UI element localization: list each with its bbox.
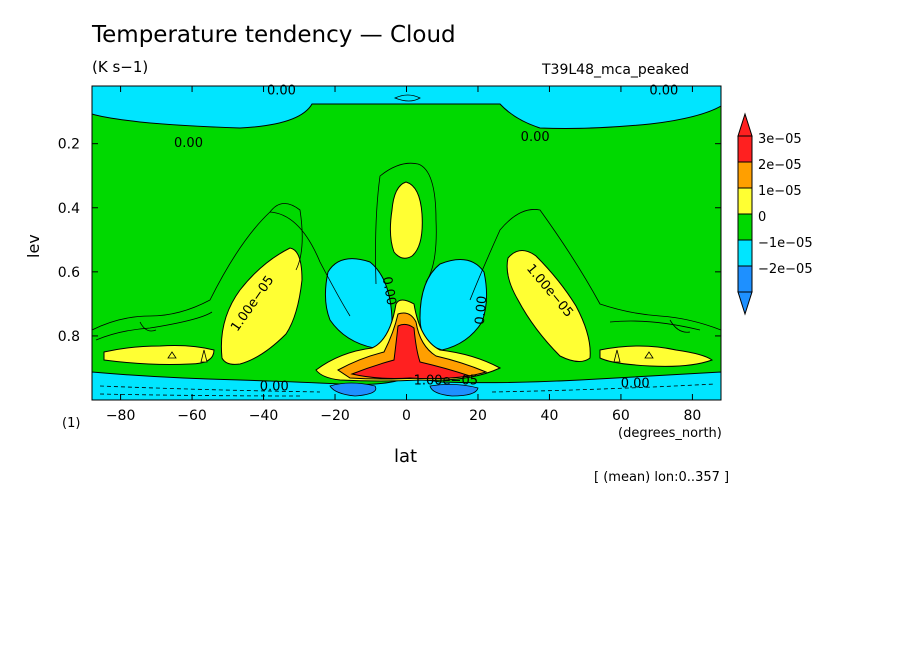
filled-contours: [92, 86, 721, 400]
contour-label: 0.00: [260, 380, 289, 395]
chart-title: Temperature tendency — Cloud: [92, 22, 456, 48]
x-axis-label: lat: [394, 446, 418, 467]
contour-label: 0.00: [267, 83, 296, 98]
field-band-strong-negative-right: [429, 384, 479, 397]
contour-label: 1.00e−05: [414, 373, 478, 388]
field-band-low-right: [599, 345, 714, 367]
y-tick-label: 0.8: [58, 329, 80, 345]
contour-label: 0.00: [649, 83, 678, 98]
colorbar-swatch: [737, 265, 753, 293]
contour-label: 0.00: [621, 376, 650, 391]
x-axis: −80 −60 −40 −20 0 20 40 60 80: [106, 86, 701, 424]
chart-units: (K s−1): [92, 58, 149, 76]
contour-label: 0.00: [473, 295, 490, 325]
colorbar-swatch: [737, 213, 753, 241]
colorbar-label: 0: [758, 210, 766, 225]
field-band-midlat-left: [220, 247, 303, 365]
x-tick-label: −20: [320, 408, 350, 424]
contour-label: 0.00: [521, 130, 550, 145]
y-tick-label: 0.6: [58, 265, 80, 281]
field-band-red: [350, 323, 471, 380]
field-band-top-negative: [92, 86, 721, 129]
averaging-note: [ (mean) lon:0..357 ]: [594, 470, 730, 485]
x-tick-label: 80: [683, 408, 701, 424]
y-axis: 0.2 0.4 0.6 0.8: [58, 137, 721, 345]
field-band-midlat-right: [506, 250, 591, 362]
y-tick-label: 0.4: [58, 201, 80, 217]
x-tick-label: 20: [469, 408, 487, 424]
colorbar-swatch: [737, 187, 753, 215]
colorbar-label: 1e−05: [758, 184, 802, 199]
colorbar-swatch: [737, 161, 753, 189]
x-axis-units: (degrees_north): [618, 426, 722, 441]
colorbar-max-arrow: [737, 112, 753, 137]
field-band-upper-center: [389, 181, 423, 259]
local-maxima-marks: [167, 349, 654, 363]
colorbar-label: −2e−05: [758, 262, 813, 277]
x-tick-label: −80: [106, 408, 136, 424]
x-tick-label: 0: [402, 408, 411, 424]
run-name: T39L48_mca_peaked: [542, 62, 690, 78]
colorbar-label: 2e−05: [758, 158, 802, 173]
x-tick-label: −40: [249, 408, 279, 424]
panel-label: (1): [62, 416, 81, 431]
x-tick-label: 60: [612, 408, 630, 424]
x-tick-label: −60: [177, 408, 207, 424]
contour-lines: [92, 94, 721, 341]
colorbar-label: 3e−05: [758, 132, 802, 147]
field-band-low-left: [103, 345, 215, 365]
colorbar-min-arrow: [737, 291, 753, 316]
colorbar-swatch: [737, 135, 753, 163]
contour-label: 0.00: [379, 276, 399, 307]
field-band-strong-negative-left: [329, 382, 377, 397]
y-tick-label: 0.2: [58, 137, 80, 153]
colorbar-swatch: [737, 239, 753, 267]
x-tick-label: 40: [541, 408, 559, 424]
colorbar-label: −1e−05: [758, 236, 813, 251]
contour-label: 0.00: [174, 136, 203, 151]
negative-contour-lines: [99, 383, 716, 397]
colorbar: −2e−05 −1e−05 0 1e−05 2e−05 3e−05: [737, 112, 813, 316]
